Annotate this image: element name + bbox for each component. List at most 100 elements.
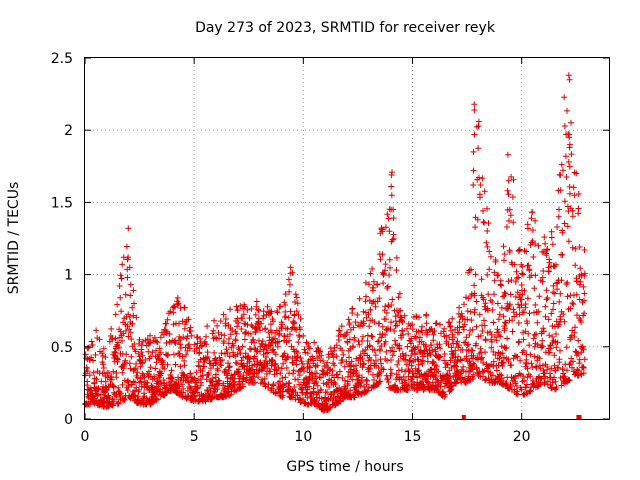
data-point <box>218 350 225 357</box>
data-point <box>212 356 219 363</box>
data-point <box>543 252 550 259</box>
data-point <box>559 366 566 372</box>
data-point <box>460 326 467 333</box>
data-point <box>496 311 503 318</box>
data-point <box>543 296 550 303</box>
data-point <box>408 362 415 369</box>
data-point <box>409 326 416 333</box>
data-point <box>210 327 217 334</box>
data-point <box>181 362 188 369</box>
data-point <box>447 373 454 380</box>
data-point <box>542 313 549 320</box>
data-point <box>349 305 356 312</box>
data-point <box>276 327 283 334</box>
data-point <box>458 357 464 364</box>
data-point <box>396 345 403 352</box>
data-point <box>230 342 237 349</box>
data-point <box>263 354 270 360</box>
data-point <box>531 353 538 360</box>
data-point <box>470 148 477 155</box>
data-point <box>378 343 385 349</box>
data-point <box>454 368 461 375</box>
data-point <box>553 384 560 391</box>
data-point <box>338 323 345 330</box>
data-point <box>125 254 132 261</box>
data-point <box>482 300 489 307</box>
data-point <box>329 367 336 374</box>
data-point <box>212 371 219 378</box>
data-point <box>387 326 394 333</box>
data-point <box>520 373 527 380</box>
data-point <box>211 389 218 396</box>
data-point <box>376 295 383 302</box>
data-point <box>548 385 555 392</box>
data-point <box>556 206 562 213</box>
data-point <box>499 350 506 357</box>
data-point <box>564 107 570 114</box>
data-point <box>430 359 437 366</box>
data-point <box>509 194 516 201</box>
data-point <box>264 349 271 356</box>
data-point <box>491 269 498 276</box>
data-point <box>468 266 474 273</box>
data-point <box>556 298 563 305</box>
data-point <box>341 386 348 393</box>
data-point <box>218 362 225 369</box>
data-point <box>557 290 564 297</box>
data-point <box>557 316 564 323</box>
data-point <box>112 311 119 318</box>
data-point <box>556 356 563 363</box>
data-point <box>157 334 164 341</box>
data-point <box>570 358 576 365</box>
data-point <box>544 364 551 370</box>
data-point <box>518 296 525 303</box>
data-point <box>329 351 336 358</box>
data-point <box>86 372 93 379</box>
data-point <box>234 351 241 358</box>
data-point <box>526 267 533 274</box>
data-point <box>353 368 360 374</box>
data-point <box>369 333 376 340</box>
data-point <box>555 213 562 220</box>
data-point <box>566 144 573 151</box>
data-point <box>300 332 307 339</box>
data-point <box>452 362 459 369</box>
data-point <box>84 382 91 389</box>
data-point <box>563 281 570 288</box>
data-point <box>216 335 223 342</box>
data-point <box>540 328 547 335</box>
data-point <box>493 337 500 344</box>
data-point <box>289 387 296 394</box>
y-axis-ticks: 0 0.5 1 1.5 2 2.5 <box>51 51 609 428</box>
data-point <box>334 400 340 407</box>
data-point <box>486 248 493 255</box>
data-point <box>93 327 100 334</box>
data-point <box>470 352 477 359</box>
data-point <box>568 119 574 126</box>
data-point <box>209 330 216 337</box>
data-point <box>128 353 135 360</box>
data-point <box>423 320 430 327</box>
data-point <box>428 342 435 349</box>
data-point <box>110 383 117 390</box>
data-point <box>445 341 452 348</box>
data-point <box>554 339 561 346</box>
data-point <box>142 357 149 363</box>
data-point <box>431 328 438 334</box>
data-point <box>341 363 348 370</box>
data-point <box>573 291 580 298</box>
data-point <box>102 354 109 361</box>
data-point <box>114 301 121 308</box>
data-point <box>220 380 227 387</box>
data-point <box>152 365 159 372</box>
data-point <box>180 371 187 378</box>
data-point <box>175 300 182 307</box>
data-point <box>500 243 507 250</box>
data-point <box>118 308 125 315</box>
data-point <box>161 365 168 372</box>
data-point <box>247 330 254 337</box>
data-point <box>214 365 221 372</box>
data-point <box>259 376 265 383</box>
data-point <box>117 390 124 397</box>
data-point <box>360 333 366 340</box>
